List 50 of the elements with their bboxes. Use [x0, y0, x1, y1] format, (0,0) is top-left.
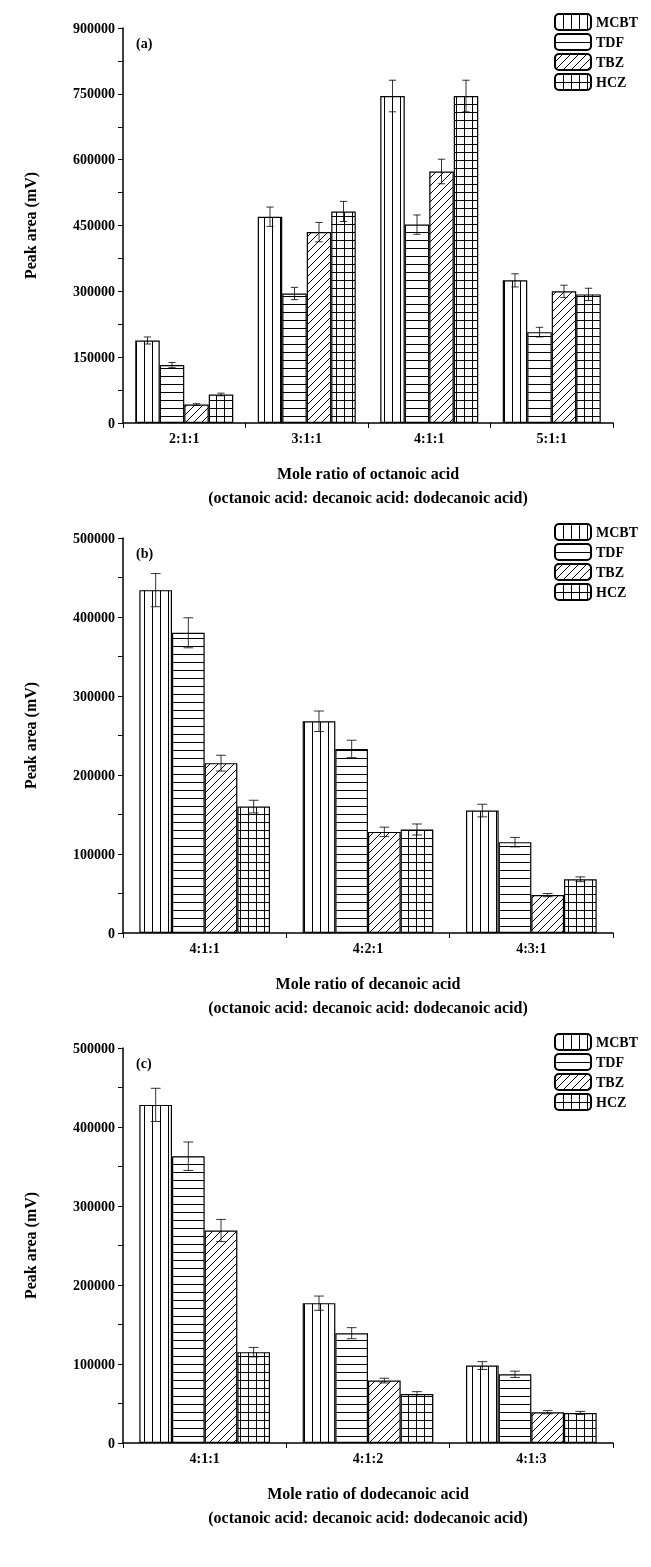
- y-axis-title: Peak area (mV): [21, 171, 40, 280]
- annotation: (a): [136, 35, 153, 52]
- y-tick-label: 200000: [73, 1277, 115, 1293]
- y-tick-label: 300000: [73, 688, 115, 704]
- y-axis-title: Peak area (mV): [21, 1191, 40, 1300]
- y-tick-label: 400000: [73, 609, 115, 625]
- y-tick-label: 200000: [73, 767, 115, 783]
- legend-label: HCZ: [596, 584, 627, 600]
- y-tick-label: 500000: [73, 530, 115, 546]
- y-tick-label: 400000: [73, 1119, 115, 1135]
- legend-label: TDF: [596, 1054, 624, 1070]
- y-tick-label: 300000: [73, 283, 115, 299]
- x-tick-label: 4:1:1: [414, 430, 445, 446]
- x-axis-title: Mole ratio of decanoic acid (octanoic acid: decanoic acid: dodecanoic acid): [208, 974, 528, 1017]
- y-tick-label: 100000: [73, 846, 115, 862]
- legend-label: HCZ: [596, 1094, 627, 1110]
- x-tick-label: 4:1:1: [189, 940, 220, 956]
- x-tick-label: 2:1:1: [169, 430, 200, 446]
- x-tick-label: 4:3:1: [516, 940, 547, 956]
- legend-label: TDF: [596, 34, 624, 50]
- legend-label: HCZ: [596, 74, 627, 90]
- annotation: (c): [136, 1055, 152, 1072]
- y-tick-label: 0: [108, 1435, 115, 1451]
- legend-label: TBZ: [596, 564, 625, 580]
- legend-label: MCBT: [596, 14, 639, 30]
- legend-label: TDF: [596, 544, 624, 560]
- x-tick-label: 4:1:1: [189, 1450, 220, 1466]
- annotation: (b): [136, 545, 154, 562]
- x-tick-label: 5:1:1: [536, 430, 567, 446]
- x-axis-title: Mole ratio of dodecanoic acid (octanoic acid: decanoic acid: dodecanoic acid): [208, 1484, 528, 1527]
- legend-label: MCBT: [596, 1034, 639, 1050]
- y-tick-label: 900000: [73, 20, 115, 36]
- x-tick-label: 4:1:2: [352, 1450, 384, 1466]
- x-tick-label: 4:2:1: [352, 940, 384, 956]
- y-tick-label: 150000: [73, 349, 115, 365]
- y-tick-label: 300000: [73, 1198, 115, 1214]
- x-axis-title: Mole ratio of octanoic acid (octanoic acid: decanoic acid: dodecanoic acid): [208, 464, 528, 507]
- y-tick-label: 450000: [73, 218, 115, 233]
- x-tick-label: 4:1:3: [516, 1450, 547, 1466]
- y-axis-title: Peak area (mV): [21, 681, 40, 790]
- x-tick-label: 3:1:1: [291, 430, 322, 446]
- legend-label: MCBT: [596, 524, 639, 540]
- legend-label: TBZ: [596, 1074, 625, 1090]
- y-tick-label: 750000: [73, 86, 115, 102]
- y-tick-label: 0: [108, 925, 115, 941]
- legend-label: TBZ: [596, 54, 625, 70]
- y-tick-label: 600000: [73, 152, 115, 168]
- y-tick-label: 500000: [73, 1040, 115, 1056]
- y-tick-label: 100000: [73, 1356, 115, 1372]
- y-tick-label: 0: [108, 415, 115, 431]
